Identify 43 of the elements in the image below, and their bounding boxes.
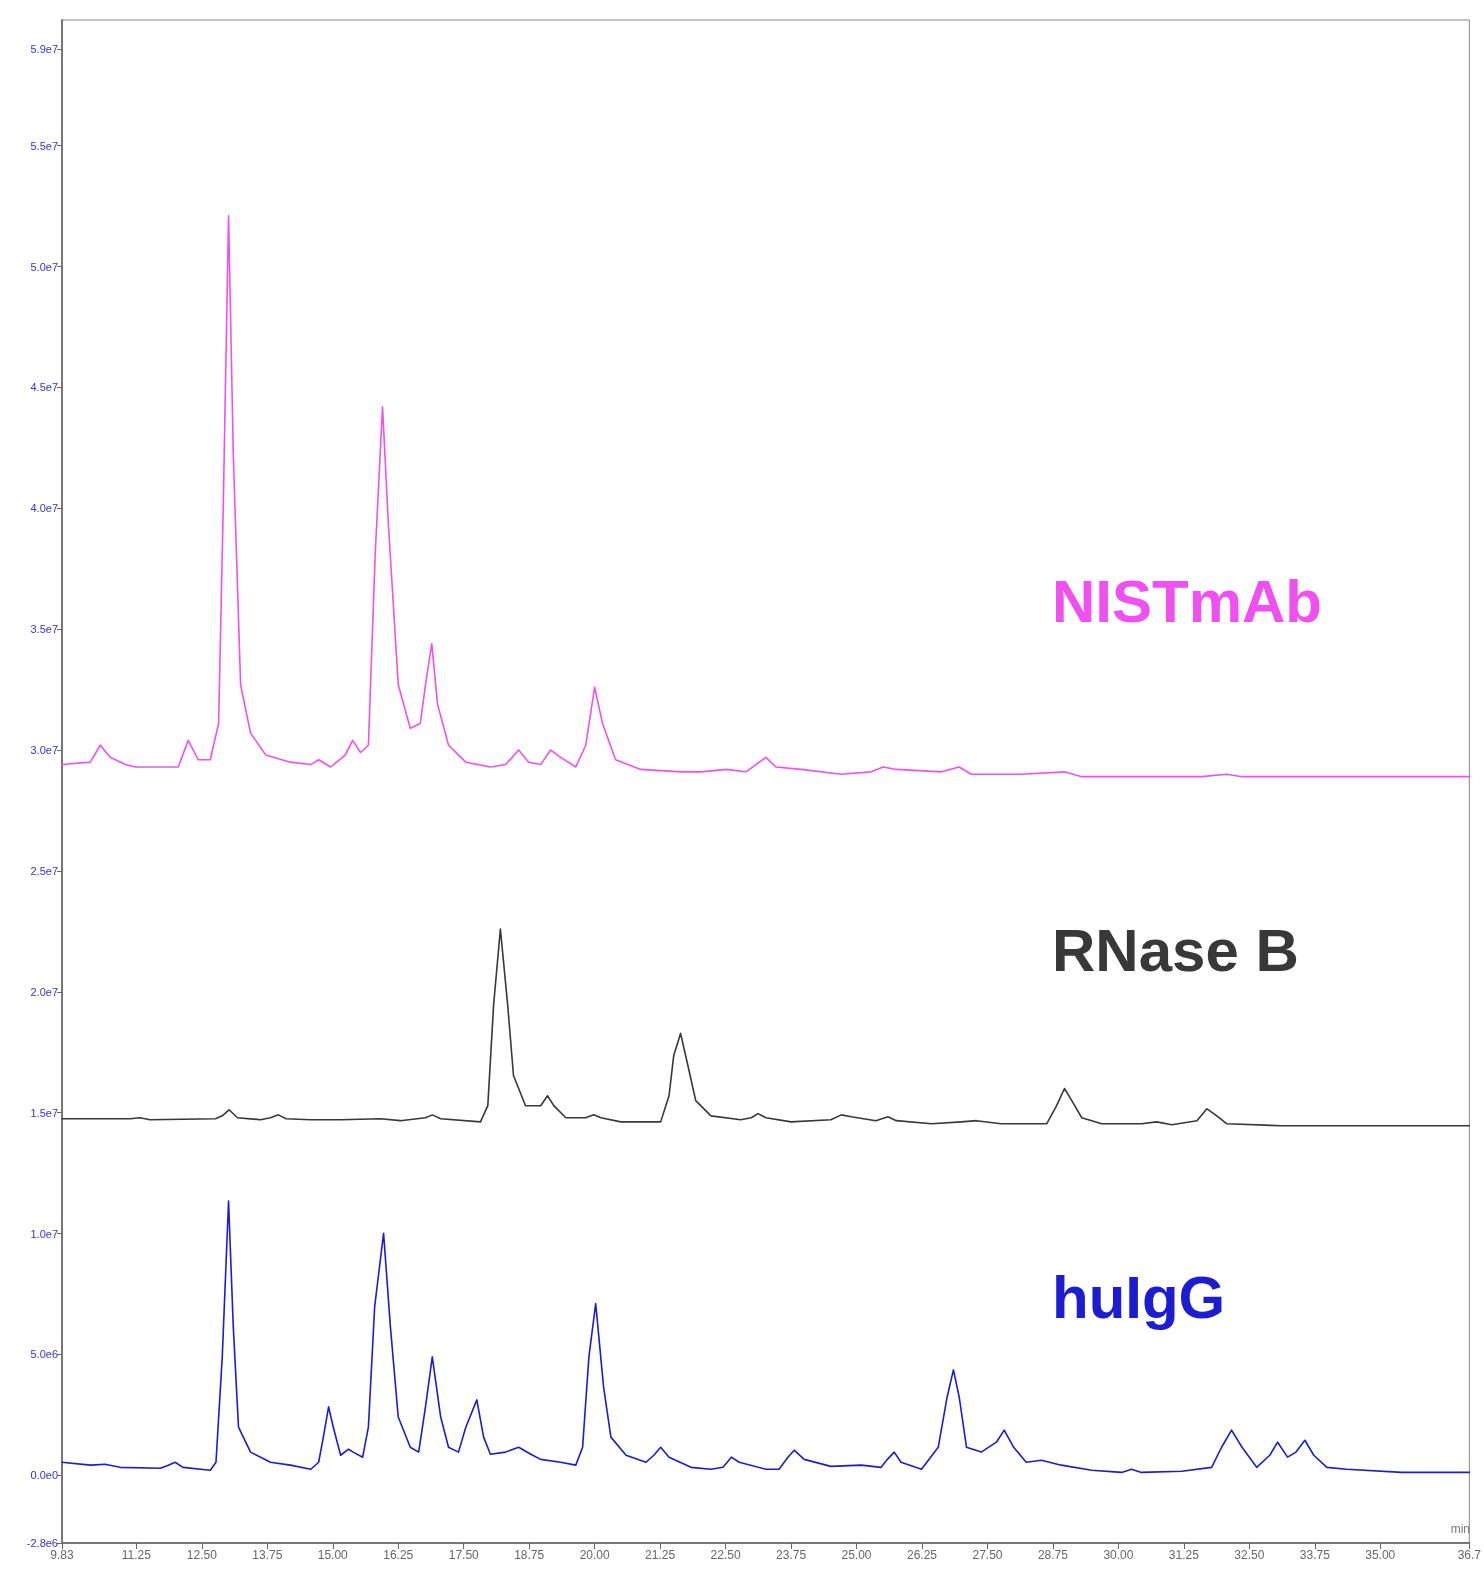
x-tick-label: 27.50 <box>972 1548 1003 1562</box>
y-tick-label: 5.0e7 <box>30 260 58 273</box>
text: NISTmAb <box>1052 568 1322 636</box>
x-tick-label: 11.25 <box>121 1548 152 1562</box>
y-tick-label: 5.0e6 <box>30 1348 58 1361</box>
y-tick-label: 5.5e7 <box>30 139 58 152</box>
x-tick-label: 9.83 <box>50 1548 74 1562</box>
x-axis-title: min <box>1450 1522 1471 1536</box>
x-tick-label: 22.50 <box>710 1548 741 1562</box>
series-label: huIgG <box>1052 1263 1226 1331</box>
x-tick-label: 36.7 <box>1457 1548 1482 1562</box>
y-tick-label: 2.0e7 <box>30 985 58 998</box>
x-tick-label: 15.00 <box>317 1548 349 1562</box>
y-tick-label: -2.8e6 <box>26 1537 58 1549</box>
x-tick-label: 26.25 <box>906 1548 938 1562</box>
y-tick-label: 4.5e7 <box>30 381 58 394</box>
x-tick-label: 31.25 <box>1168 1548 1200 1562</box>
y-tick-label: 3.5e7 <box>30 623 58 636</box>
y-tick-label: 5.9e7 <box>30 43 58 56</box>
y-tick-label: 0.0e0 <box>30 1469 58 1482</box>
x-tick-label: 28.75 <box>1037 1548 1069 1562</box>
y-tick-label: 2.5e7 <box>30 864 58 877</box>
x-tick-label: 33.75 <box>1299 1548 1331 1562</box>
x-tick-label: 13.75 <box>252 1548 283 1562</box>
x-tick-label: 12.50 <box>186 1548 218 1562</box>
line-series <box>61 928 1471 1127</box>
x-tick-label: 18.75 <box>514 1548 545 1562</box>
x-tick-label: 32.50 <box>1234 1548 1265 1562</box>
line-series <box>61 215 1471 778</box>
y-tick-label: 3.0e7 <box>30 744 58 757</box>
y-tick-label: 4.0e7 <box>30 502 58 515</box>
series-label: RNase B <box>1052 917 1299 985</box>
x-tick-label: 35.00 <box>1365 1548 1396 1562</box>
y-tick-label: 1.5e7 <box>30 1106 58 1119</box>
x-tick-label: 30.00 <box>1103 1548 1134 1562</box>
x-tick-label: 23.75 <box>776 1548 807 1562</box>
x-tick-label: 17.50 <box>448 1548 480 1562</box>
x-tick-label: 16.25 <box>383 1548 414 1562</box>
x-tick-label: 25.00 <box>841 1548 872 1562</box>
line-series <box>61 1200 1471 1474</box>
x-tick-label: 20.00 <box>579 1548 610 1562</box>
x-tick-label: 21.25 <box>645 1548 676 1562</box>
y-tick-label: 1.0e7 <box>30 1227 58 1240</box>
